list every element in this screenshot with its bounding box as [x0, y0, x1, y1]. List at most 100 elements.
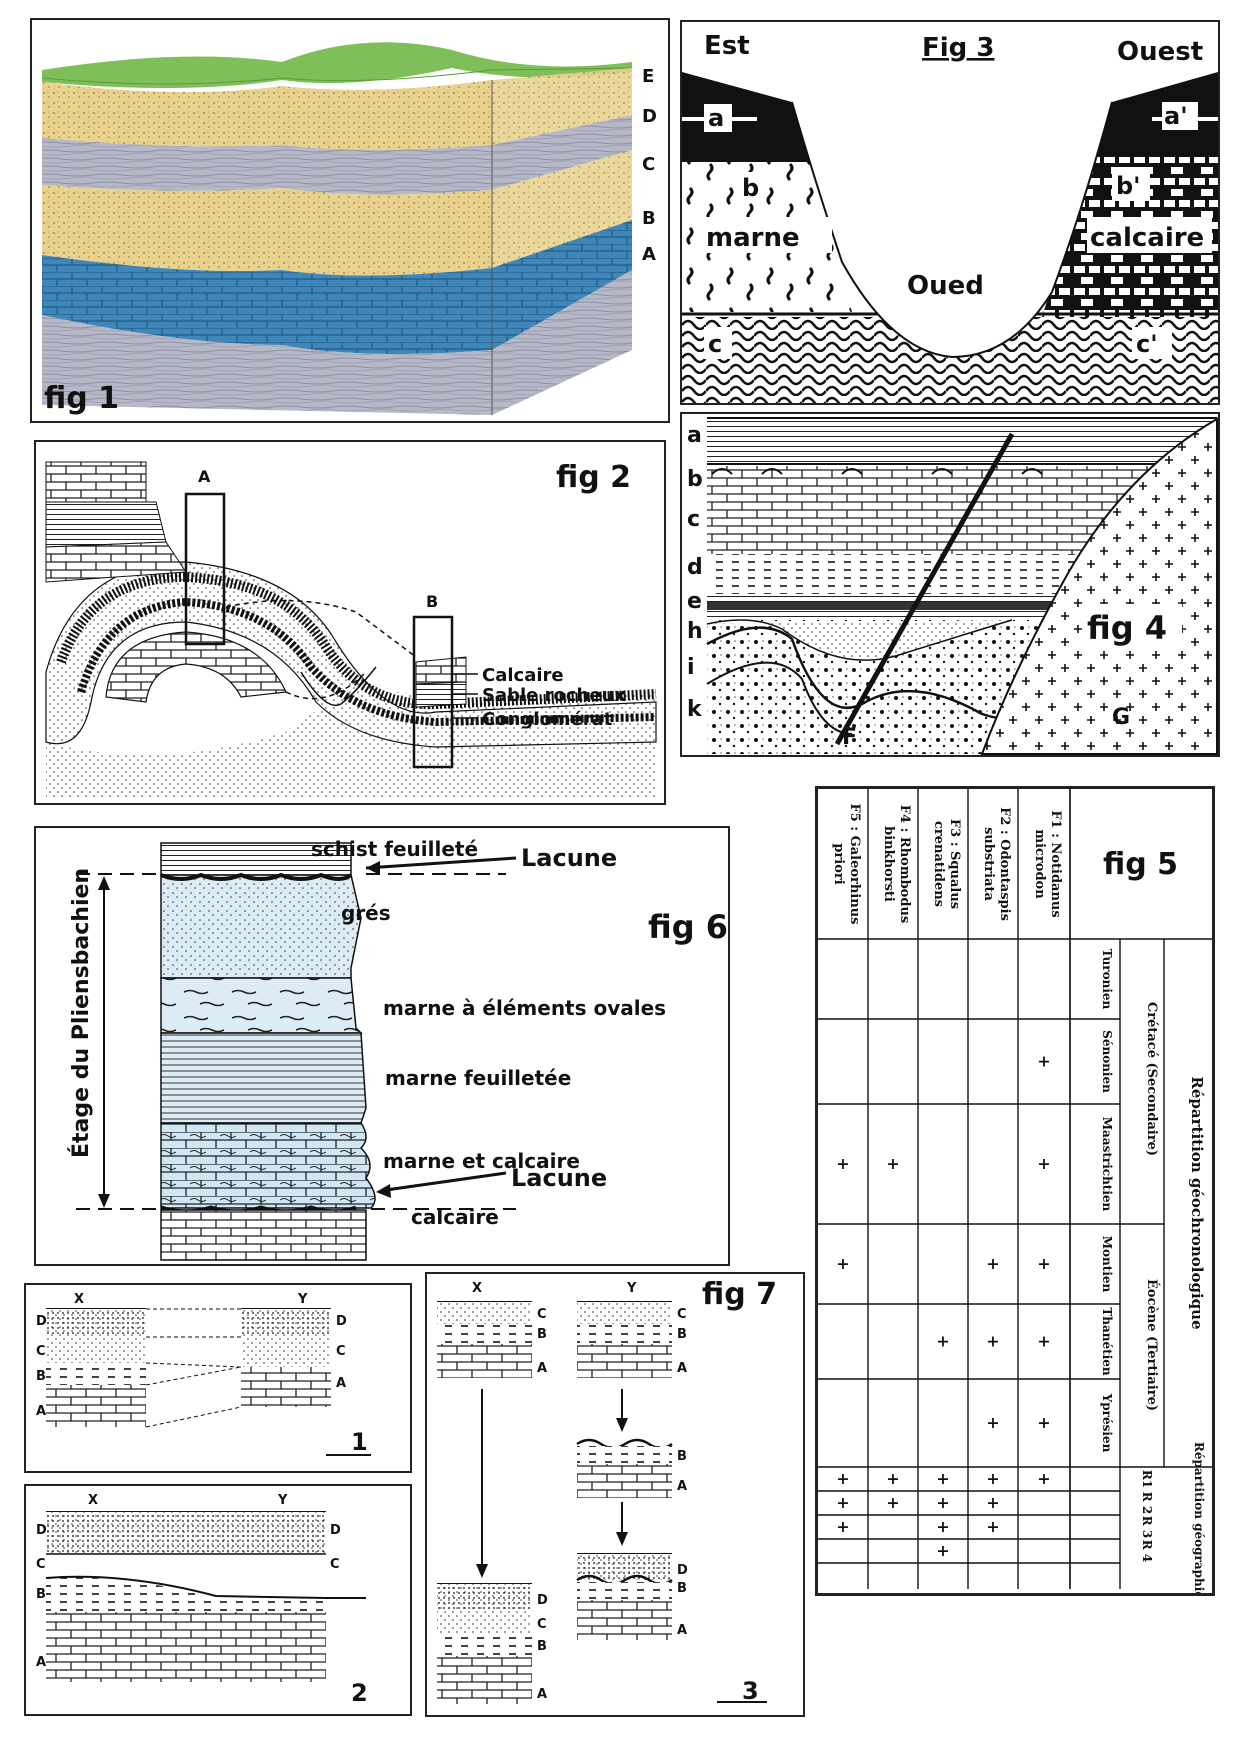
- fig5-species-4-name: binkhorsti: [881, 826, 896, 902]
- fig5-region-1: R1: [1140, 1470, 1154, 1488]
- fig7-1-right-C: C: [336, 1344, 346, 1359]
- fig5-species-3-name: crenatidens: [931, 821, 946, 907]
- fig7-3-ybot-D: D: [677, 1563, 688, 1578]
- fig4-layer-i: i: [687, 655, 695, 680]
- fig5-stage-sénonien: Sénonien: [1100, 1030, 1114, 1093]
- fig7-panel-number-3: 3: [742, 1677, 759, 1705]
- fig4-fault-label: F: [842, 725, 857, 750]
- fig5-mark: +: [986, 1413, 999, 1432]
- fig4-title: fig 4: [1087, 609, 1167, 647]
- fig7-2-y: Y: [277, 1493, 288, 1508]
- fig6-etage-label: Étage du Pliensbachien: [68, 868, 94, 1158]
- fig1-layer-B: B: [642, 208, 656, 229]
- fig5-geo-mark: +: [836, 1493, 849, 1512]
- fig7-1-left-D: D: [36, 1314, 47, 1329]
- fig4-layer-d: d: [687, 555, 703, 580]
- fig2-fold-section: A B Calcaire Sable rocheux Conglomérat f…: [45, 460, 657, 797]
- fig5-grid: [818, 789, 1212, 1589]
- fig3-label-c2: c': [1136, 330, 1158, 358]
- fig4-layer-c: c: [687, 507, 700, 532]
- fig7-3-y-top-B: B: [677, 1327, 687, 1342]
- fig5-mark: +: [836, 1154, 849, 1173]
- fig3-east-label: Est: [704, 31, 750, 61]
- fig5-species-5-name: priori: [831, 843, 846, 884]
- fig5-region-2: R 2: [1140, 1492, 1154, 1515]
- fig3-valley-section: Est Ouest Fig 3 a a' b b' marne calcaire…: [682, 22, 1218, 403]
- fig3-label-b2: b': [1116, 172, 1141, 200]
- fig6-layer-gres: grés: [341, 901, 391, 925]
- fig5-mark: +: [1037, 1332, 1050, 1351]
- fig2-legend-calcaire: Calcaire: [482, 665, 564, 686]
- fig7-3-x-top-A: A: [537, 1361, 547, 1376]
- fig7-2-right-D: D: [330, 1523, 341, 1538]
- fig5-title: fig 5: [1103, 847, 1178, 882]
- fig7-1-left-B: B: [36, 1369, 46, 1384]
- fig5-geo-mark: +: [886, 1493, 899, 1512]
- fig5-mark: +: [986, 1254, 999, 1273]
- fig5-species-1-name: microdon: [1032, 829, 1047, 899]
- fig6-layer-marne-feuilletee: marne feuilletée: [385, 1066, 571, 1090]
- fig7-2-x: X: [88, 1493, 98, 1508]
- fig1-layer-E: E: [642, 66, 654, 87]
- fig3-calcaire-label: calcaire: [1090, 223, 1204, 253]
- fig5-geo-heading: Répartition géographique: [1192, 1442, 1206, 1593]
- fig7-3-mid-B: B: [677, 1449, 687, 1464]
- fig7-3-mid-A: A: [677, 1479, 687, 1494]
- fig5-stage-montien: Montien: [1100, 1236, 1114, 1293]
- fig5-mark: +: [836, 1254, 849, 1273]
- fig4-layer-a: a: [687, 423, 702, 448]
- fig5-period-eocene: Éocène (Tertiaire): [1144, 1279, 1160, 1411]
- fig5-stage-thanétien: Thanétien: [1100, 1307, 1114, 1376]
- fig5-geo-mark: +: [836, 1517, 849, 1536]
- fig7-3-x-top-C: C: [537, 1307, 547, 1322]
- fig5-mark: +: [986, 1332, 999, 1351]
- fig4-layer-k: k: [687, 697, 703, 722]
- fig6-layer-calcaire: calcaire: [411, 1205, 499, 1229]
- fig1-title: fig 1: [44, 381, 119, 416]
- fig6-lacune-top: Lacune: [521, 844, 617, 872]
- fig5-geo-mark: +: [836, 1469, 849, 1488]
- fig4-layer-e: e: [687, 589, 702, 614]
- fig3-marne-label: marne: [706, 223, 800, 253]
- fig7-2-left-C: C: [36, 1557, 46, 1572]
- fig5-mark: +: [886, 1154, 899, 1173]
- fig7-3-x: X: [472, 1281, 482, 1296]
- fig7-title: fig 7: [702, 1277, 777, 1312]
- fig7-1-right-D: D: [336, 1314, 347, 1329]
- fig2-legend-sable: Sable rocheux: [482, 685, 626, 706]
- fig6-stratigraphic-column: Étage du Pliensbachien schist feuilleté …: [68, 837, 728, 1261]
- fig5-geo-mark: +: [986, 1517, 999, 1536]
- fig3-label-c: c: [708, 330, 722, 358]
- fig1-layer-C: C: [642, 154, 655, 175]
- fig5-stage-maastrichtien: Maastrichtien: [1100, 1117, 1114, 1212]
- fig5-region-4: R 4: [1140, 1540, 1154, 1563]
- fig3-west-label: Ouest: [1117, 37, 1203, 67]
- fig7-3-ybot-A: A: [677, 1623, 687, 1638]
- fig7-panel-number-2: 2: [351, 1679, 368, 1707]
- fig7-3-ybot-B: B: [677, 1581, 687, 1596]
- fig5-panel: F1 : Notidanus microdon F2 : Odontaspis sub…: [815, 786, 1215, 1596]
- fig7-3-x-top-B: B: [537, 1327, 547, 1342]
- fig7-1-x: X: [74, 1292, 84, 1307]
- fig7-2-left-A: A: [36, 1655, 46, 1670]
- fig7-1-left-C: C: [36, 1344, 46, 1359]
- fig5-mark: +: [1037, 1413, 1050, 1432]
- fig7-3-y: Y: [626, 1281, 637, 1296]
- fig5-geo-mark: +: [936, 1517, 949, 1536]
- fig7-2-left-B: B: [36, 1587, 46, 1602]
- fig7-3-x-bot-C: C: [537, 1617, 547, 1632]
- fig5-geo-mark: +: [1037, 1469, 1050, 1488]
- fig5-heading: Répartition géochronologique: [1188, 1076, 1206, 1329]
- fig2-panel: A B Calcaire Sable rocheux Conglomérat f…: [34, 440, 666, 805]
- fig5-region-3: R 3: [1140, 1516, 1154, 1539]
- fig1-block-diagram: ED C BA fig 1: [41, 42, 657, 416]
- fig5-geo-mark: +: [936, 1541, 949, 1560]
- fig5-mark: +: [1037, 1052, 1050, 1071]
- fig7-3-y-top-A: A: [677, 1361, 687, 1376]
